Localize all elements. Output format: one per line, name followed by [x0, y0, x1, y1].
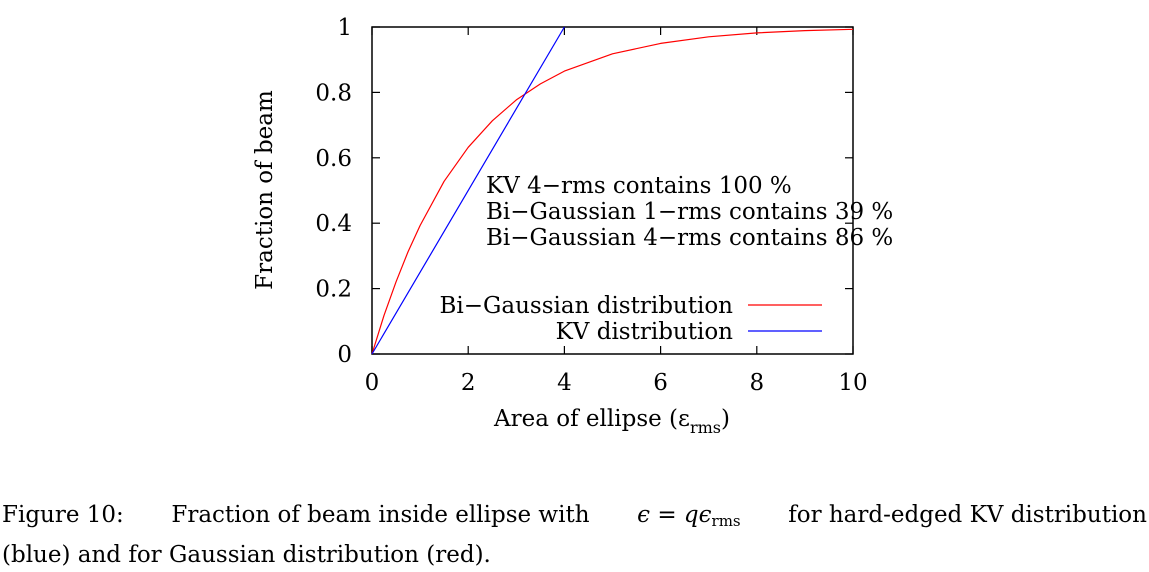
caption-eq-eps: ϵ	[698, 502, 712, 528]
legend-label-bigaussian: Bi−Gaussian distribution	[440, 293, 734, 319]
caption-eq-lhs: ϵ	[637, 502, 650, 528]
chart: 0 2 4 6 8 10 0 0.2 0.4 0.6 0.8 1 KV 4−rms contains…	[252, 15, 893, 437]
x-axis-label-close: )	[721, 406, 730, 432]
x-axis-label-sub: rms	[690, 418, 721, 437]
x-tick-label: 4	[557, 370, 572, 396]
caption-line-1: Figure 10: Fraction of beam inside ellip…	[2, 498, 1147, 538]
caption-text-before: Fraction of beam inside ellipse with	[171, 502, 590, 528]
caption-equation: ϵ = qϵrms	[637, 498, 741, 538]
annotation-gauss-1rms: Bi−Gaussian 1−rms contains 39 %	[486, 199, 893, 225]
caption-text-after: for hard-edged KV distribution	[788, 502, 1147, 528]
x-tick-label: 2	[461, 370, 476, 396]
caption-eq-sign: =	[657, 502, 677, 528]
caption-eq-q: q	[683, 502, 699, 528]
figure-caption: Figure 10: Fraction of beam inside ellip…	[2, 498, 1147, 572]
caption-label: Figure 10:	[2, 502, 124, 528]
y-tick-label: 0.4	[315, 211, 352, 237]
annotation-gauss-4rms: Bi−Gaussian 4−rms contains 86 %	[486, 225, 893, 251]
y-axis-label: Fraction of beam	[252, 90, 278, 290]
x-tick-label: 10	[838, 370, 867, 396]
y-tick-label: 0.8	[315, 80, 352, 106]
caption-line-2: (blue) and for Gaussian distribution (re…	[2, 542, 491, 568]
annotation-kv-4rms: KV 4−rms contains 100 %	[486, 173, 792, 199]
series-line-bigaussian	[371, 28, 854, 355]
y-axis: 0 0.2 0.4 0.6 0.8 1	[315, 15, 853, 368]
series-line-kv	[371, 26, 565, 355]
y-tick-label: 0.6	[315, 146, 352, 172]
y-tick-label: 0.2	[315, 277, 352, 303]
x-axis-label-main: Area of ellipse (ε	[493, 406, 690, 432]
legend-label-kv: KV distribution	[556, 319, 734, 345]
caption-eq-sub: rms	[711, 512, 741, 530]
x-tick-label: 8	[749, 370, 764, 396]
x-tick-label: 6	[653, 370, 668, 396]
x-tick-label: 0	[365, 370, 380, 396]
x-axis-label: Area of ellipse (εrms)	[493, 406, 730, 437]
plot-border	[371, 26, 854, 355]
y-tick-label: 1	[337, 15, 352, 41]
series-layer	[371, 26, 854, 355]
x-axis: 0 2 4 6 8 10	[365, 27, 868, 396]
plot-frame	[371, 26, 854, 355]
y-tick-label: 0	[337, 342, 352, 368]
